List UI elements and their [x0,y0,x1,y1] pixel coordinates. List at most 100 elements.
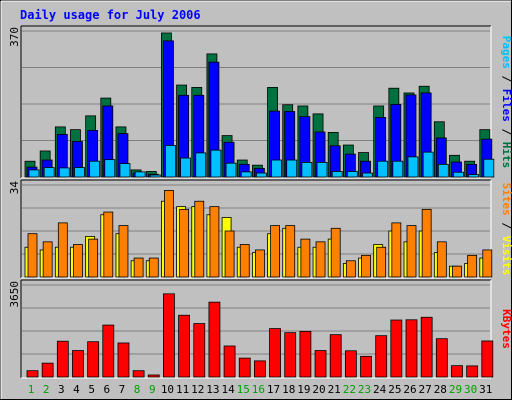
legend-files: Files [500,89,512,122]
bar-sites-day-12 [194,200,205,278]
legend-separator: / [500,122,512,142]
bar-kbytes-day-29 [451,365,463,378]
bar-pages-day-29 [453,171,464,178]
bar-sites-day-19 [300,238,311,278]
bar-sites-day-27 [421,208,432,278]
bar-kbytes-day-6 [102,324,115,378]
panel-1-gridlines [22,30,490,141]
bar-pages-day-12 [195,152,207,178]
bar-pages-day-23 [362,172,373,178]
bar-sites-day-31 [482,249,493,278]
day-label-9: 9 [149,383,156,396]
day-label-23: 23 [358,383,371,396]
bar-kbytes-day-3 [56,340,69,378]
day-label-29: 29 [449,383,462,396]
legend-separator: / [500,216,512,236]
bar-pages-day-22 [346,171,358,178]
bar-kbytes-day-16 [253,360,266,378]
legend-pages: Pages [500,36,512,69]
bar-sites-day-17 [270,225,280,278]
bar-kbytes-day-9 [147,374,160,378]
day-label-8: 8 [134,383,141,396]
bar-kbytes-day-28 [435,338,448,378]
day-label-31: 31 [479,383,492,396]
bar-kbytes-day-20 [314,350,327,378]
legend-hits: Hits [500,142,512,169]
day-label-24: 24 [373,383,387,396]
day-label-2: 2 [43,383,50,396]
day-label-11: 11 [176,383,189,396]
bar-pages-day-16 [255,172,267,178]
bar-pages-day-18 [286,159,298,178]
day-label-10: 10 [161,383,174,396]
bar-kbytes-day-22 [344,350,357,378]
day-label-28: 28 [434,383,447,396]
bar-sites-day-11 [179,208,190,278]
bar-sites-day-9 [148,257,159,278]
panel-visits-sites [20,179,493,279]
day-label-20: 20 [312,383,325,396]
panel-3-bars [26,293,494,378]
bar-sites-day-15 [239,244,250,278]
day-label-17: 17 [267,383,280,396]
bar-pages-day-21 [331,171,343,178]
day-label-14: 14 [221,383,235,396]
bar-pages-day-31 [483,158,495,178]
bar-kbytes-day-5 [87,341,100,378]
bar-pages-day-24 [377,160,389,178]
bar-kbytes-day-30 [466,365,479,378]
bar-sites-day-4 [73,244,83,278]
bar-pages-day-26 [407,156,419,178]
day-label-4: 4 [73,383,80,396]
day-label-26: 26 [403,383,416,396]
bar-pages-day-1 [28,169,40,178]
panel-1-bars [24,32,495,178]
bar-pages-day-13 [210,149,222,178]
bar-sites-day-24 [376,246,387,278]
bar-sites-day-8 [133,257,144,278]
bar-sites-day-28 [436,241,447,278]
day-label-12: 12 [191,383,204,396]
bar-pages-day-3 [58,167,70,178]
day-label-18: 18 [282,383,295,396]
bar-kbytes-day-1 [26,370,39,378]
bar-kbytes-day-12 [193,323,206,378]
legend-kbytes: KBytes [500,309,512,349]
bar-pages-day-15 [240,171,252,178]
day-label-1: 1 [28,383,35,396]
bar-kbytes-day-14 [223,345,236,378]
bar-kbytes-day-27 [420,316,433,378]
bar-kbytes-day-15 [238,357,251,378]
panel-3-max-label: 3650 [8,281,21,308]
day-label-19: 19 [297,383,310,396]
bar-kbytes-day-13 [208,301,221,378]
legend-sites: Sites [500,183,512,216]
day-label-15: 15 [237,383,250,396]
bar-pages-day-28 [437,163,449,178]
bar-pages-day-8 [134,171,146,178]
bar-pages-day-17 [271,159,282,178]
bar-sites-day-23 [361,254,371,278]
bar-sites-day-3 [57,222,68,278]
chart-title: Daily usage for July 2006 [20,8,201,22]
day-label-21: 21 [328,383,341,396]
bar-kbytes-day-25 [390,319,403,378]
panel-1-max-label: 370 [8,27,21,47]
legend-panel-2: Sites / Visits [500,183,512,276]
day-label-6: 6 [103,383,110,396]
day-label-27: 27 [419,383,432,396]
panel-2-max-label: 34 [8,181,21,195]
bar-pages-day-20 [316,161,328,178]
legend-panel-1: Pages / Files / Hits [500,36,512,169]
legend-panel-3: KBytes [500,309,512,349]
bar-sites-day-25 [391,222,402,278]
bar-sites-day-5 [88,238,99,278]
legend-visits: Visits [500,236,512,276]
bar-sites-day-7 [118,225,129,278]
bar-kbytes-day-11 [178,314,191,378]
bar-kbytes-day-18 [284,332,297,378]
bar-pages-day-19 [301,161,313,178]
bar-pages-day-2 [43,167,55,178]
bar-kbytes-day-2 [41,362,54,378]
